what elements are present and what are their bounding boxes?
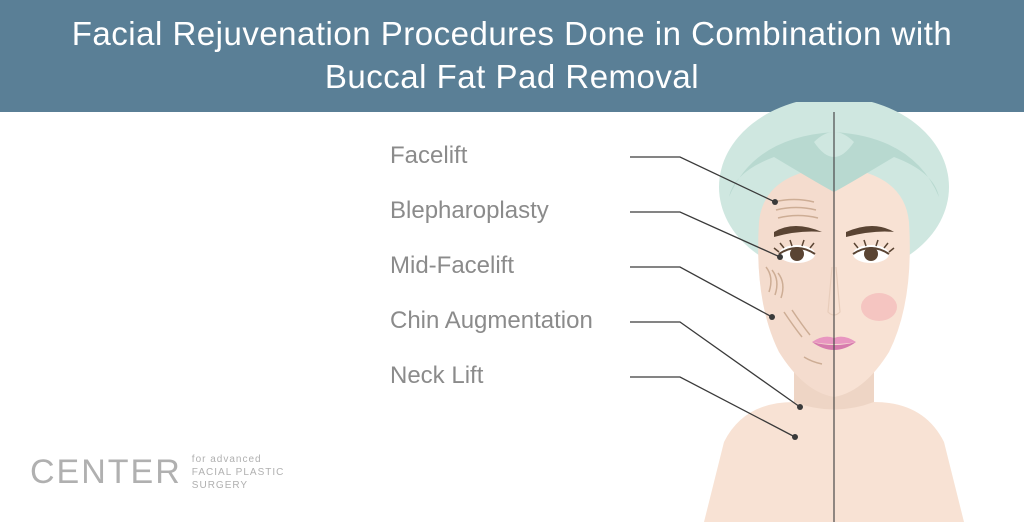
procedure-label: Mid-Facelift xyxy=(390,252,514,280)
logo-text: CENTER xyxy=(30,453,182,492)
logo-subtext: for advanced FACIAL PLASTIC SURGERY xyxy=(192,453,285,492)
diagram-area: Facelift Blepharoplasty Mid-Facelift Chin A… xyxy=(0,112,1024,512)
page-title: Facial Rejuvenation Procedures Done in C… xyxy=(40,13,984,99)
procedure-label: Facelift xyxy=(390,142,467,170)
procedure-label: Blepharoplasty xyxy=(390,197,549,225)
procedure-label: Neck Lift xyxy=(390,362,483,390)
brand-logo: CENTER for advanced FACIAL PLASTIC SURGE… xyxy=(30,453,284,492)
procedure-label: Chin Augmentation xyxy=(390,307,593,335)
header-banner: Facial Rejuvenation Procedures Done in C… xyxy=(0,0,1024,112)
